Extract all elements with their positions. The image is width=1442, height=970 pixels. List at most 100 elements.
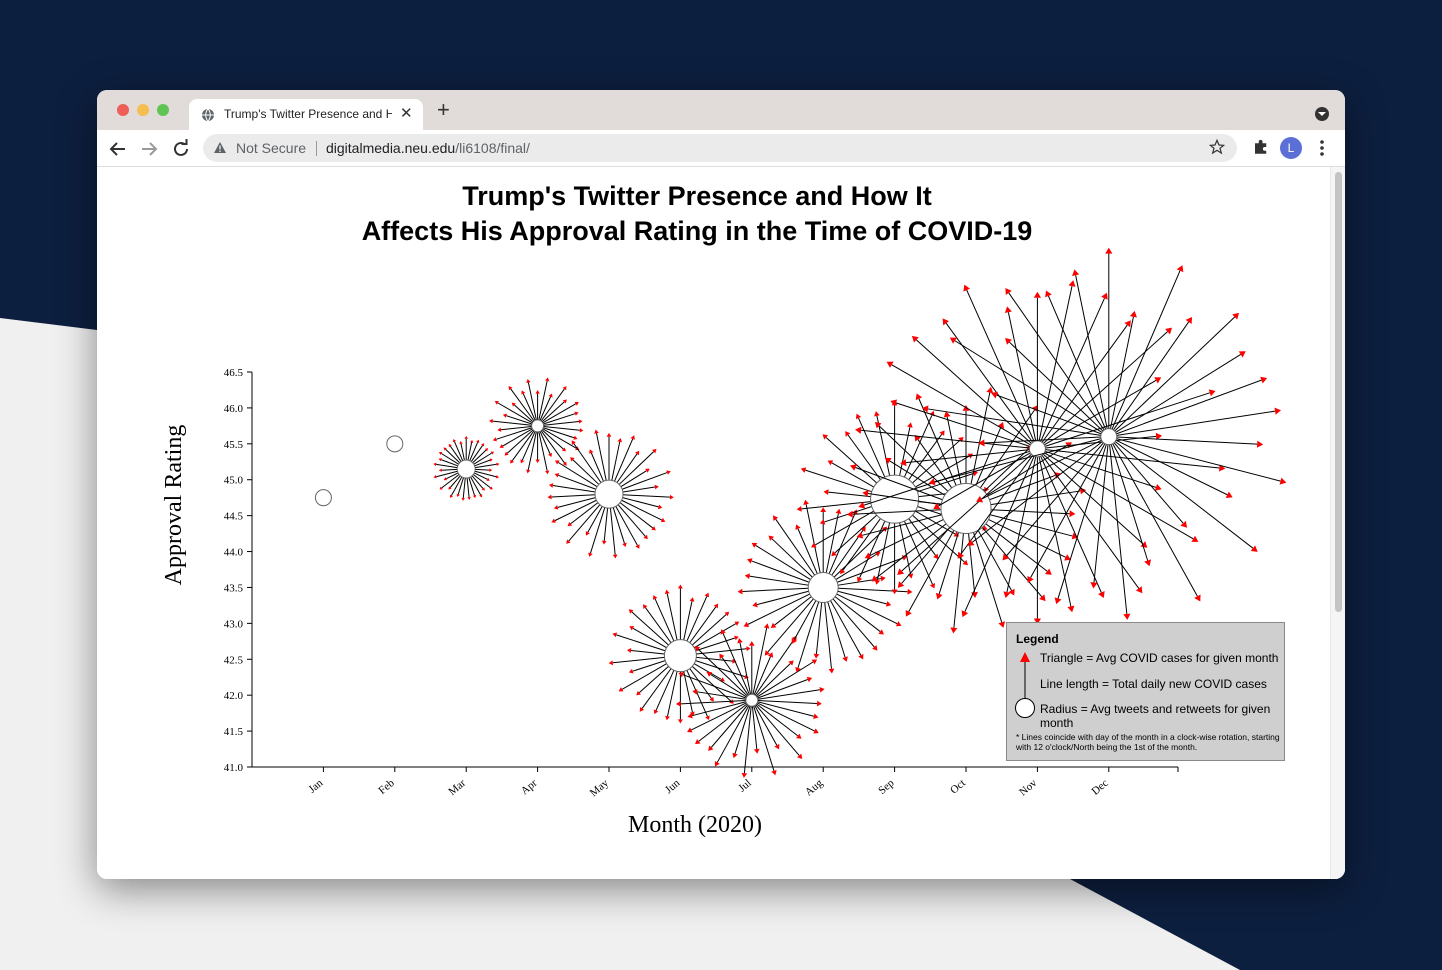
x-tick-label: Dec (1089, 777, 1110, 798)
day-line (543, 425, 580, 431)
window-minimize-button[interactable] (137, 104, 149, 116)
day-triangle (828, 668, 835, 674)
day-triangle (456, 493, 460, 498)
day-line (747, 593, 810, 625)
day-triangle (481, 487, 485, 491)
day-line (815, 602, 823, 654)
reload-icon[interactable] (169, 137, 193, 161)
month-circle (807, 571, 839, 603)
day-triangle (764, 650, 771, 656)
back-arrow-icon[interactable] (106, 137, 130, 161)
day-line (805, 469, 872, 493)
day-line (695, 660, 746, 678)
day-line (683, 671, 693, 713)
day-triangle (984, 486, 990, 493)
day-triangle (962, 559, 969, 566)
tab-close-icon[interactable]: ✕ (400, 105, 413, 122)
address-divider (316, 141, 317, 156)
day-line (754, 639, 795, 696)
day-line (852, 509, 942, 515)
day-triangle (1180, 520, 1188, 528)
day-line (755, 663, 791, 697)
day-triangle (472, 494, 477, 499)
day-line (876, 522, 891, 581)
day-triangle (890, 399, 898, 407)
day-triangle (692, 689, 698, 695)
day-line (698, 703, 748, 742)
day-triangle (678, 672, 684, 678)
day-line (620, 470, 647, 488)
day-line (751, 560, 810, 583)
window-close-button[interactable] (117, 104, 129, 116)
day-line (619, 502, 654, 529)
day-line (457, 477, 464, 495)
address-bar[interactable]: Not Secure digitalmedia.neu.edu/li6108/f… (203, 134, 1237, 162)
day-line (831, 530, 864, 576)
day-line (1047, 295, 1107, 430)
day-triangle (800, 467, 807, 473)
day-triangle (1165, 327, 1173, 335)
profile-avatar[interactable]: L (1280, 137, 1302, 159)
day-triangle (1256, 440, 1264, 448)
day-triangle (840, 568, 846, 575)
day-line (552, 484, 596, 493)
day-triangle (856, 576, 863, 583)
tab-search-button[interactable] (1315, 107, 1329, 121)
day-line (441, 468, 458, 471)
day-triangle (957, 551, 965, 559)
day-line (654, 598, 675, 642)
day-line (755, 544, 811, 580)
extensions-puzzle-icon[interactable] (1252, 138, 1270, 156)
day-line (756, 590, 809, 606)
window-maximize-button[interactable] (157, 104, 169, 116)
month-burst-may (547, 429, 674, 559)
day-triangle (1101, 292, 1108, 300)
day-triangle (630, 435, 635, 440)
day-triangle (1002, 553, 1010, 561)
page-scrollbar[interactable] (1330, 167, 1345, 879)
day-line (682, 674, 747, 699)
day-line (774, 596, 812, 626)
day-triangle (820, 507, 827, 513)
day-triangle (880, 575, 886, 582)
scrollbar-thumb[interactable] (1335, 172, 1342, 612)
security-status[interactable]: Not Secure (236, 140, 307, 156)
globe-icon (202, 108, 214, 122)
day-triangle (872, 645, 878, 651)
x-axis-label: Month (2020) (628, 812, 762, 838)
day-triangle (963, 284, 971, 292)
day-line (694, 663, 722, 680)
url-text[interactable]: digitalmedia.neu.edu/li6108/final/ (326, 140, 530, 156)
forward-arrow-icon[interactable] (137, 137, 161, 161)
bookmark-star-icon[interactable] (1209, 139, 1225, 155)
day-line (1110, 444, 1149, 561)
day-line (996, 394, 1102, 435)
day-triangle (1068, 280, 1076, 287)
day-line (1116, 438, 1281, 482)
browser-tab[interactable]: Trump's Twitter Presence and How It Affe… (189, 99, 423, 130)
day-line (691, 701, 747, 717)
y-tick-label: 46.5 (224, 367, 244, 379)
day-triangle (448, 443, 452, 448)
y-tick-label: 41.5 (224, 726, 244, 738)
day-triangle (497, 427, 502, 432)
day-triangle (695, 739, 701, 745)
new-tab-button[interactable]: + (437, 97, 450, 122)
day-triangle (486, 477, 490, 481)
day-line (908, 530, 955, 612)
day-triangle (521, 390, 526, 395)
day-triangle (1144, 559, 1152, 567)
day-triangle (1027, 575, 1034, 583)
day-triangle (842, 656, 848, 662)
day-triangle (601, 540, 607, 545)
browser-menu-icon[interactable] (1319, 138, 1325, 158)
day-triangle (737, 638, 743, 644)
day-triangle (788, 660, 794, 666)
x-tick-label: Jul (736, 777, 754, 794)
day-line (1115, 439, 1228, 496)
url-host: digitalmedia.neu.edu (326, 140, 456, 156)
y-tick-label: 42.0 (224, 690, 244, 702)
day-triangle (461, 497, 465, 501)
y-tick-label: 43.5 (224, 582, 244, 594)
day-line (990, 509, 1070, 515)
